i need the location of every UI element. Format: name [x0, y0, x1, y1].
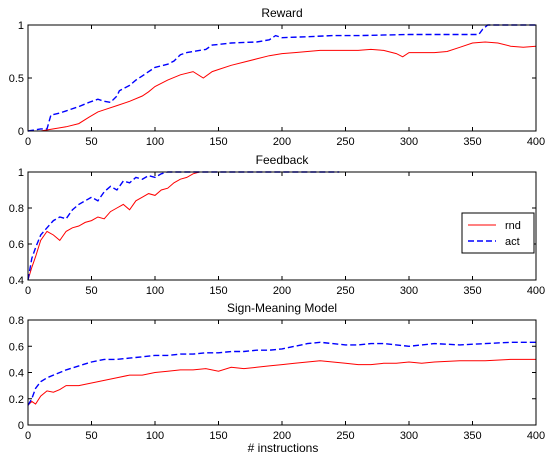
x-tick-label: 100 — [146, 285, 164, 297]
x-tick-label: 350 — [463, 285, 481, 297]
y-tick-label: 0.5 — [9, 73, 24, 85]
y-tick-label: 0.8 — [9, 315, 24, 327]
y-tick-label: 1 — [18, 20, 24, 32]
y-tick-label: 1 — [18, 167, 24, 179]
x-tick-label: 350 — [463, 136, 481, 148]
sign-meaning-panel: Sign-Meaning Model 0 50 100 150 200 250 300 350 4… — [9, 301, 545, 442]
x-axis-label: # instructions — [248, 441, 319, 455]
x-tick-label: 200 — [273, 136, 291, 148]
series-line-act — [27, 24, 536, 132]
chart-title: Reward — [261, 6, 302, 20]
y-tick-label: 0.4 — [9, 368, 24, 380]
x-tick-label: 250 — [336, 136, 354, 148]
reward-panel: Reward 0 50 100 150 200 250 300 350 400 0 0.5 1 — [9, 6, 545, 148]
x-tick-label: 50 — [85, 430, 97, 442]
x-tick-label: 400 — [527, 136, 545, 148]
x-tick-label: 200 — [273, 285, 291, 297]
x-tick-label: 0 — [25, 430, 31, 442]
legend-box — [461, 212, 535, 254]
x-tick-label: 0 — [25, 136, 31, 148]
x-tick-label: 100 — [146, 430, 164, 442]
legend-label-act: act — [505, 236, 520, 248]
x-tick-label: 300 — [400, 430, 418, 442]
x-tick-label: 150 — [209, 136, 227, 148]
series-line-act — [27, 171, 340, 281]
y-tick-label: 0.6 — [9, 341, 24, 353]
x-tick-label: 150 — [209, 285, 227, 297]
series-line-rnd — [27, 171, 340, 281]
x-tick-label: 400 — [527, 430, 545, 442]
x-tick-label: 150 — [209, 430, 227, 442]
x-tick-label: 0 — [25, 285, 31, 297]
x-tick-label: 50 — [85, 136, 97, 148]
series-line-act — [27, 341, 536, 406]
axes-box — [27, 171, 537, 281]
x-tick-label: 200 — [273, 430, 291, 442]
legend-label-rnd: rnd — [505, 220, 521, 232]
y-tick-label: 0.6 — [9, 239, 24, 251]
y-tick-label: 0 — [18, 420, 24, 432]
x-tick-label: 400 — [527, 285, 545, 297]
x-tick-label: 100 — [146, 136, 164, 148]
y-tick-label: 0 — [18, 126, 24, 138]
x-tick-label: 50 — [85, 285, 97, 297]
x-tick-label: 250 — [336, 430, 354, 442]
series-line-rnd — [28, 41, 537, 132]
axes-box — [27, 24, 537, 132]
x-tick-label: 300 — [400, 136, 418, 148]
x-tick-label: 350 — [463, 430, 481, 442]
y-tick-label: 0.2 — [9, 394, 24, 406]
feedback-panel: Feedback 0 50 100 150 200 250 300 350 400 0.4 0.6 0.… — [9, 153, 545, 297]
chart-title: Sign-Meaning Model — [227, 301, 337, 315]
x-tick-label: 300 — [400, 285, 418, 297]
axes-box — [27, 319, 537, 426]
y-tick-label: 0.8 — [9, 203, 24, 215]
legend: rnd act — [461, 212, 535, 254]
x-tick-label: 250 — [336, 285, 354, 297]
y-tick-label: 0.4 — [9, 275, 24, 287]
chart-title: Feedback — [256, 153, 310, 167]
series-line-rnd — [27, 358, 536, 406]
